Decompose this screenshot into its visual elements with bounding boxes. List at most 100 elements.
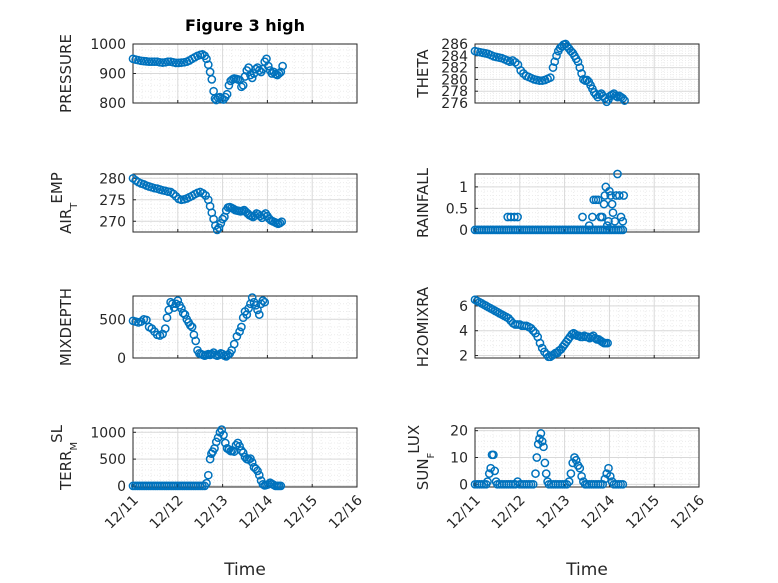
subplot-sun: 0 10 20 12/11 12/12 12/13 12/14 12/15 12/16 SUNFL…: [405, 424, 708, 580]
data-point: [180, 310, 190, 319]
data-point: [540, 458, 550, 468]
data-series: [128, 293, 270, 361]
y-axis-label-main: THETA: [414, 49, 432, 99]
data-point: [605, 186, 614, 196]
data-point: [178, 308, 188, 318]
data-point: [203, 470, 213, 480]
y-tick-label: 800: [99, 96, 126, 112]
y-tick-label: 0: [459, 223, 468, 239]
data-point: [244, 304, 253, 313]
data-point: [201, 191, 210, 200]
data-series: [128, 49, 287, 105]
y-axis-label-rest: SL: [48, 424, 66, 443]
data-point: [528, 479, 538, 489]
data-point: [163, 57, 173, 67]
plot-area: [133, 174, 357, 232]
y-tick-label: 6: [459, 299, 468, 315]
y-tick-label: 500: [99, 452, 126, 468]
data-point: [217, 425, 227, 434]
data-point: [535, 76, 544, 85]
data-point: [278, 61, 287, 71]
data-point: [247, 457, 257, 467]
data-point: [229, 339, 239, 349]
y-axis-label: THETA: [414, 49, 432, 99]
y-axis-label: TERRMSL: [48, 424, 80, 491]
y-tick-label: 4: [459, 324, 468, 340]
y-axis-label-subscript: M: [69, 442, 80, 451]
data-point: [510, 212, 519, 222]
data-point: [532, 453, 542, 462]
data-point: [162, 313, 172, 323]
y-tick-label: 1000: [90, 37, 126, 53]
y-axis-label-main: H2OMIXRA: [414, 286, 432, 367]
data-point: [552, 51, 561, 61]
plot-area: [475, 296, 699, 358]
data-point: [212, 225, 222, 235]
data-point: [171, 58, 181, 68]
y-axis-label: H2OMIXRA: [414, 286, 432, 367]
data-point: [566, 469, 576, 478]
y-axis-label-rest: EMP: [48, 172, 66, 203]
x-tick-label: 12/12: [147, 493, 187, 533]
data-point: [528, 326, 538, 336]
data-point: [513, 212, 522, 222]
y-tick-label: 278: [441, 84, 468, 100]
data-series: [470, 169, 629, 235]
figure-title: Figure 3 high: [185, 16, 305, 35]
y-tick-label: 1000: [90, 425, 126, 441]
data-point: [191, 336, 201, 346]
data-point: [216, 219, 226, 228]
y-axis-label-subscript: T: [69, 202, 80, 210]
y-axis-label: MIXDEPTH: [57, 288, 75, 366]
data-point: [536, 429, 546, 438]
data-point: [539, 442, 548, 452]
data-point: [599, 199, 609, 209]
data-point: [504, 313, 513, 323]
data-point: [588, 212, 597, 222]
data-point: [607, 199, 617, 209]
data-point: [541, 469, 551, 478]
data-point: [602, 221, 612, 230]
data-point: [571, 455, 581, 465]
data-point: [220, 438, 230, 448]
y-tick-label: 276: [441, 96, 468, 112]
y-axis-label-rest: LUX: [405, 425, 423, 454]
data-point: [258, 296, 268, 305]
x-tick-label: 12/11: [102, 493, 142, 533]
data-point: [618, 216, 628, 226]
y-axis-label: RAINFALL: [414, 167, 432, 238]
data-point: [535, 434, 544, 444]
data-point: [593, 195, 603, 205]
data-point: [185, 321, 195, 330]
y-axis-label: PRESSURE: [57, 34, 75, 113]
data-point: [573, 57, 583, 67]
data-point: [619, 191, 629, 200]
y-axis-label: AIRTEMP: [48, 172, 80, 234]
y-tick-label: 2: [459, 349, 468, 365]
data-point: [490, 466, 500, 476]
data-point: [613, 92, 622, 102]
data-point: [247, 73, 257, 83]
y-axis-label-main: TERR: [57, 451, 75, 492]
data-point: [251, 300, 261, 310]
y-tick-label: 275: [99, 193, 126, 209]
data-point: [235, 327, 244, 336]
axes-box: [474, 295, 700, 359]
data-point: [147, 57, 157, 67]
y-tick-label: 284: [441, 49, 468, 65]
data-point: [253, 466, 262, 476]
subplot-rainfall: 0 0.5 1 RAINFALL: [414, 167, 700, 239]
data-point: [164, 305, 174, 315]
axes-box: [132, 295, 358, 359]
data-point: [276, 67, 286, 77]
data-point: [548, 63, 558, 72]
data-point: [597, 212, 607, 222]
data-point: [187, 322, 197, 332]
data-point: [606, 191, 616, 200]
data-point: [202, 54, 211, 64]
subplot-air: 270 275 280 AIRTEMP: [48, 171, 358, 235]
subplot-terr: 0 500 1000 12/11 12/12 12/13 12/14 12/15 12/16 TE…: [48, 424, 366, 580]
data-point: [526, 323, 536, 333]
data-point: [207, 75, 217, 84]
